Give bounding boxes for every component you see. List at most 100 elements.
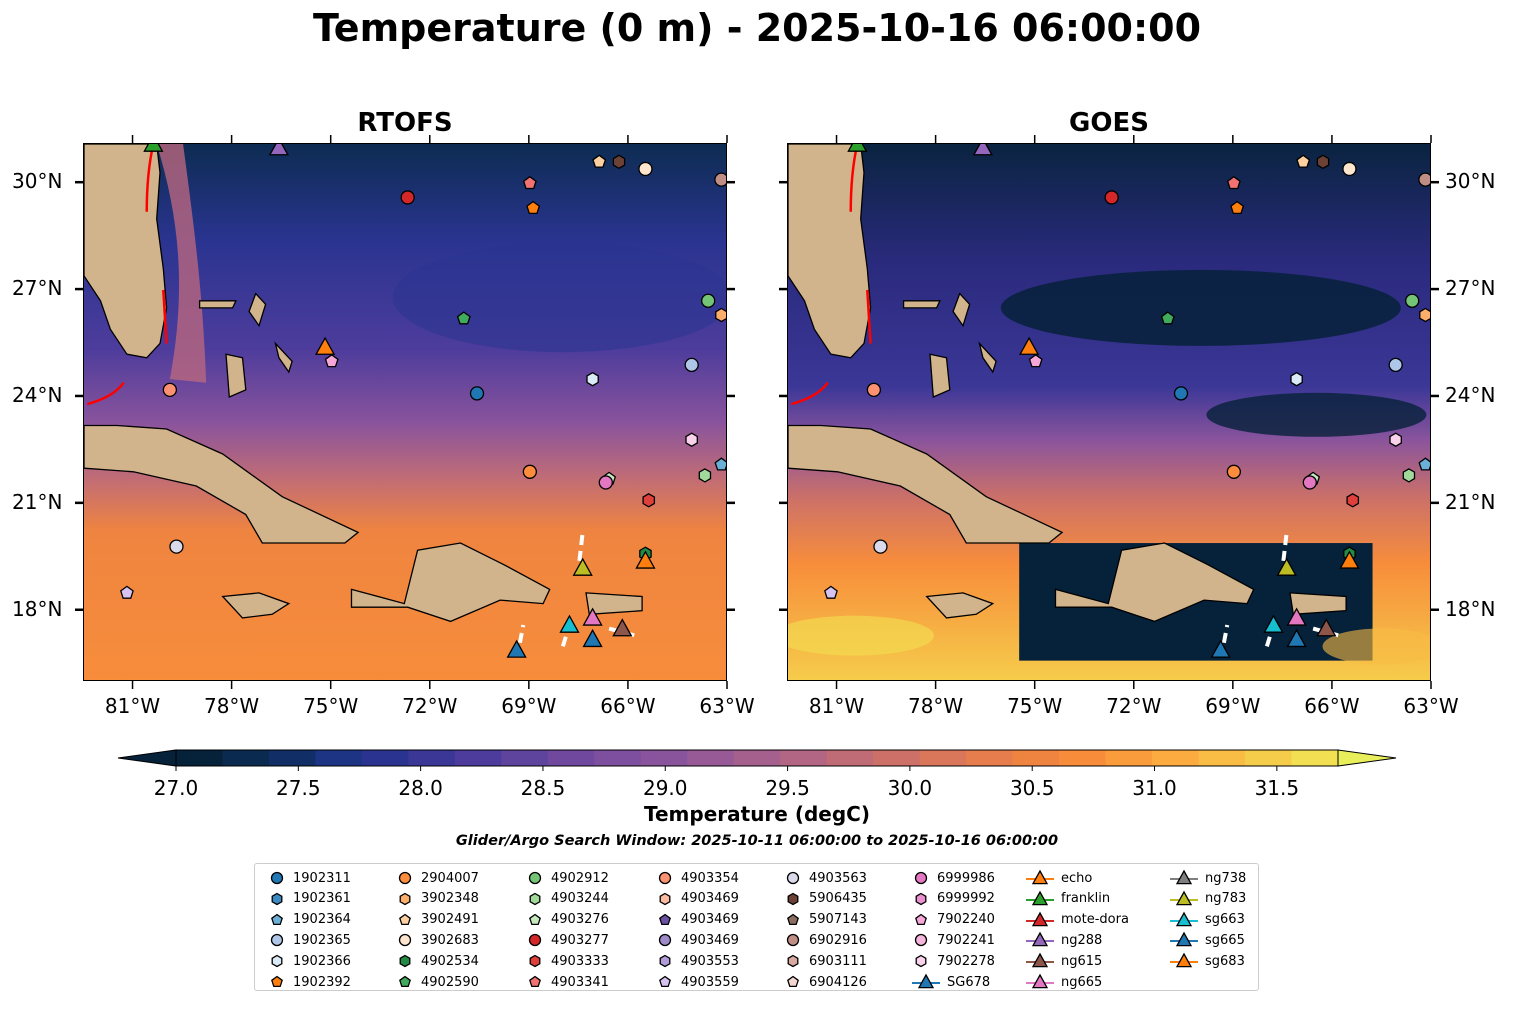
panel-title-rtofs: RTOFS bbox=[357, 108, 453, 138]
colorbar bbox=[117, 749, 1397, 771]
legend-item: 4903553 bbox=[655, 951, 739, 971]
goes-map-panel bbox=[787, 143, 1431, 681]
legend-item: SG678 bbox=[911, 972, 990, 992]
legend-marker bbox=[914, 871, 928, 885]
y-tick-label: 24°N bbox=[12, 382, 63, 407]
glider-track-white bbox=[1281, 532, 1289, 562]
glider-sg665 bbox=[582, 628, 603, 648]
land-eleuthera bbox=[274, 341, 293, 374]
colorbar-segment bbox=[733, 750, 781, 766]
land-hispaniola bbox=[1054, 542, 1255, 623]
y-tick-label: 18°N bbox=[1445, 596, 1496, 621]
y-tick-label: 21°N bbox=[1445, 489, 1496, 514]
argo-float-4902912 bbox=[701, 293, 716, 308]
argo-float-1902392 bbox=[1230, 200, 1245, 215]
colorbar-segment bbox=[1059, 750, 1107, 766]
argo-float-3902348 bbox=[1419, 307, 1430, 323]
legend-label: 4903469 bbox=[681, 932, 739, 948]
legend-item: echo bbox=[1025, 868, 1092, 888]
land-abaco bbox=[248, 292, 267, 328]
legend-item: 4903563 bbox=[783, 868, 867, 888]
legend-item: franklin bbox=[1025, 889, 1110, 909]
colorbar-segment bbox=[919, 750, 967, 766]
legend-item: 6903111 bbox=[783, 951, 867, 971]
colorbar-segment bbox=[1245, 750, 1293, 766]
legend-label: sg683 bbox=[1205, 953, 1245, 969]
legend-item: ng615 bbox=[1025, 951, 1102, 971]
legend-marker bbox=[271, 913, 283, 925]
colorbar-tick-label: 29.5 bbox=[765, 776, 810, 800]
land-grandbahama bbox=[198, 300, 237, 309]
legend-marker bbox=[529, 975, 541, 988]
argo-float-1902365 bbox=[1388, 357, 1403, 373]
y-tick-label: 30°N bbox=[1445, 169, 1496, 194]
argo-float-4902590 bbox=[456, 311, 471, 325]
legend-item: 6904126 bbox=[783, 972, 867, 992]
land-andros bbox=[225, 353, 247, 398]
legend-item: 4903354 bbox=[655, 868, 739, 888]
argo-float-4903563 bbox=[873, 539, 888, 554]
colorbar-segment bbox=[176, 750, 223, 766]
legend-label: 4903244 bbox=[551, 891, 609, 907]
colorbar-label: Temperature (degC) bbox=[644, 802, 870, 826]
argo-float-3902683 bbox=[638, 161, 653, 177]
glider-sg663 bbox=[559, 614, 580, 633]
glider-SG678 bbox=[506, 639, 527, 658]
glider-franklin bbox=[143, 144, 164, 152]
legend-marker bbox=[1026, 952, 1054, 968]
legend-marker bbox=[787, 975, 799, 988]
legend-marker bbox=[270, 871, 284, 885]
colorbar-segment bbox=[408, 750, 456, 766]
x-tick-label: 69°W bbox=[501, 694, 557, 718]
colorbar-tick-label: 27.5 bbox=[276, 776, 321, 800]
legend-item: 7902241 bbox=[911, 930, 995, 950]
legend-marker bbox=[399, 975, 411, 988]
legend-label: sg665 bbox=[1205, 932, 1245, 948]
colorbar-segment bbox=[780, 750, 828, 766]
glider-ng615 bbox=[1316, 618, 1337, 637]
land-grandbahama bbox=[902, 300, 941, 309]
legend-item: 1902366 bbox=[267, 951, 351, 971]
legend-marker bbox=[659, 975, 671, 988]
glider-echo bbox=[1018, 336, 1040, 355]
colorbar-tick-label: 31.0 bbox=[1132, 776, 1177, 800]
argo-float-4903277 bbox=[400, 190, 415, 205]
legend-label: ng665 bbox=[1061, 974, 1103, 990]
argo-float-5906435 bbox=[612, 154, 626, 170]
glider-ng783 bbox=[1276, 557, 1297, 576]
argo-float-4903559 bbox=[824, 585, 838, 599]
colorbar-tick-label: 28.0 bbox=[398, 776, 443, 800]
argo-float-1902311 bbox=[469, 386, 485, 401]
legend-marker bbox=[658, 934, 672, 947]
legend-item: 4903333 bbox=[525, 951, 609, 971]
colorbar-segment bbox=[1152, 750, 1200, 766]
colorbar-segment bbox=[1198, 750, 1246, 766]
legend-label: ng615 bbox=[1061, 953, 1103, 969]
legend-marker bbox=[270, 934, 284, 947]
legend-label: franklin bbox=[1061, 891, 1111, 907]
glider-ng288 bbox=[972, 144, 993, 156]
land-cuba bbox=[788, 424, 1064, 544]
colorbar-segment bbox=[873, 750, 921, 766]
legend-item: 1902361 bbox=[267, 889, 351, 909]
x-tick-label: 78°W bbox=[907, 694, 964, 718]
legend-marker bbox=[659, 892, 671, 906]
legend-marker bbox=[786, 934, 800, 947]
legend-label: 4902534 bbox=[421, 953, 479, 969]
x-tick-label: 72°W bbox=[1106, 694, 1162, 718]
argo-float-4903354 bbox=[162, 382, 178, 397]
x-tick-label: 75°W bbox=[303, 694, 359, 718]
legend-label: 3902491 bbox=[421, 912, 479, 928]
glider-track-red bbox=[790, 381, 829, 406]
legend-marker bbox=[528, 934, 542, 947]
x-tick-label: 66°W bbox=[1304, 694, 1360, 718]
legend-item: 3902491 bbox=[395, 910, 479, 930]
legend-item: 4903469 bbox=[655, 910, 739, 930]
legend-item: 5906435 bbox=[783, 889, 867, 909]
land-abaco bbox=[952, 292, 971, 328]
search-window-note: Glider/Argo Search Window: 2025-10-11 06… bbox=[455, 833, 1059, 849]
legend-item: 1902311 bbox=[267, 868, 351, 888]
legend-marker bbox=[915, 892, 927, 906]
argo-float-1902366 bbox=[586, 371, 599, 387]
legend-label: 4903469 bbox=[681, 891, 739, 907]
